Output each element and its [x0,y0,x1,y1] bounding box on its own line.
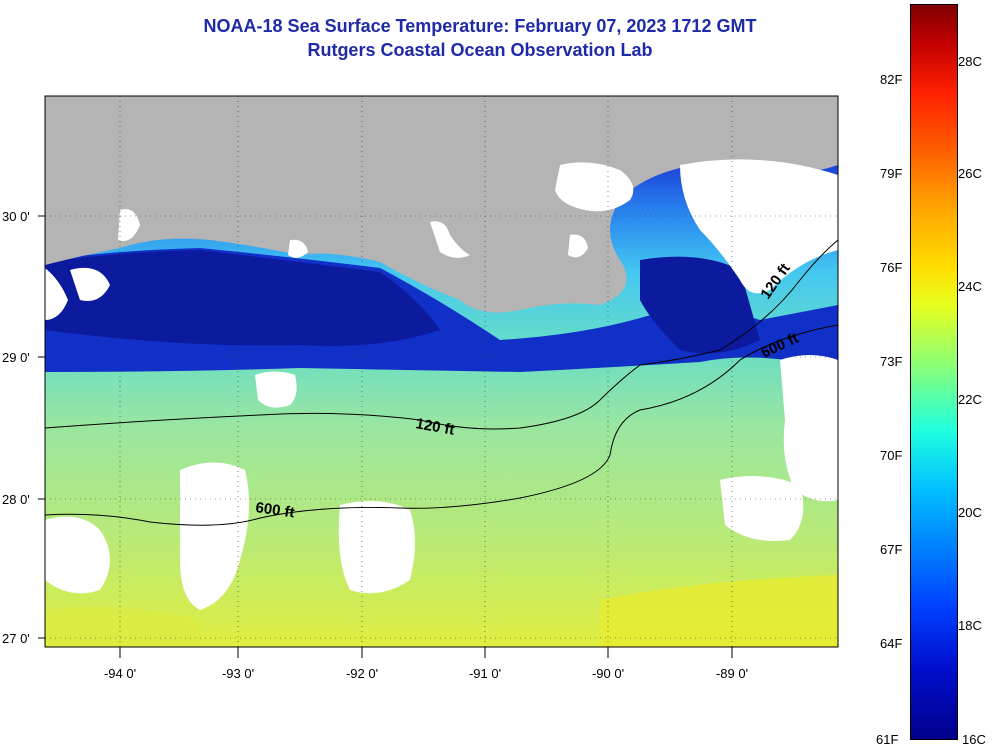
contour-label-120-west: 120 ft [414,415,456,439]
colorbar-c-label: 28C [958,54,982,69]
contour-120ft [44,239,839,430]
lon-label: -93 0' [222,666,254,681]
lat-label: 30 0' [2,209,30,224]
colorbar-f-label: 73F [880,354,903,369]
colorbar-f-label: 76F [880,260,903,275]
warm-water-patch-west [45,606,200,647]
land-area [45,96,838,313]
colorbar-c-label: 26C [958,166,982,181]
lat-label: 27 0' [2,631,30,646]
colorbar-f-label: 82F [880,72,903,87]
map-title: NOAA-18 Sea Surface Temperature: Februar… [203,16,757,36]
delta-cold-water [640,256,760,354]
lon-label: -91 0' [469,666,501,681]
colorbar-c-label: 22C [958,392,982,407]
colorbar-c-label: 16C [962,732,986,747]
colorbar-c-label: 24C [958,279,982,294]
lon-label: -89 0' [716,666,748,681]
contour-label-600-west: 600 ft [254,499,295,521]
colorbar-f-label: 67F [880,542,903,557]
darkest-nearshore-water [45,250,440,346]
lat-label: 28 0' [2,492,30,507]
lon-label: -92 0' [346,666,378,681]
lon-label: -90 0' [592,666,624,681]
lat-lon-grid [45,96,838,647]
contour-600ft [44,324,839,526]
plot-frame [44,95,839,648]
colorbar-f-label: 61F [876,732,899,747]
axis-ticks [38,215,733,658]
lat-label: 29 0' [2,350,30,365]
cloud-cover [45,159,838,610]
lon-label: -94 0' [104,666,136,681]
colorbar-f-label: 64F [880,636,903,651]
colorbar-f-label: 79F [880,166,903,181]
map-subtitle: Rutgers Coastal Ocean Observation Lab [307,40,653,60]
warm-water-patch [600,575,838,647]
colorbar-c-label: 18C [958,618,982,633]
colorbar-c-label: 20C [958,505,982,520]
colorbar-f-label: 70F [880,448,903,463]
temperature-colorbar [910,4,958,740]
